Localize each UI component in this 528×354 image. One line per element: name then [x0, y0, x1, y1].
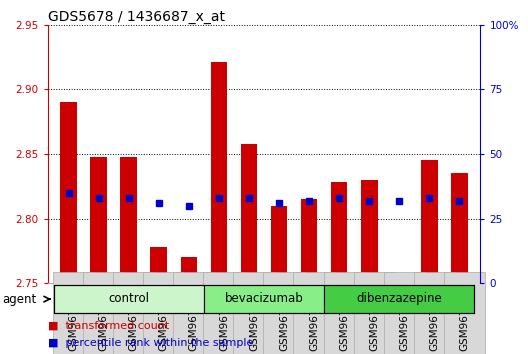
Text: GSM967855: GSM967855 — [159, 287, 169, 351]
Text: dibenzazepine: dibenzazepine — [356, 292, 442, 305]
Bar — [331, 182, 347, 283]
Text: agent: agent — [3, 293, 37, 306]
Bar — [150, 247, 167, 283]
Bar — [181, 257, 197, 283]
Bar — [241, 144, 257, 283]
Bar — [361, 180, 378, 283]
Bar — [120, 156, 137, 283]
Text: GSM967864: GSM967864 — [279, 287, 289, 351]
Bar — [324, 285, 475, 314]
Bar — [421, 160, 438, 283]
Text: ■  transformed count: ■ transformed count — [48, 321, 169, 331]
Bar — [451, 173, 468, 283]
Text: GSM967865: GSM967865 — [309, 287, 319, 351]
Bar — [90, 156, 107, 283]
Text: GSM967854: GSM967854 — [129, 287, 139, 351]
Bar — [271, 206, 287, 283]
Text: bevacizumab: bevacizumab — [224, 292, 304, 305]
Bar — [53, 285, 204, 314]
Text: GSM967859: GSM967859 — [399, 287, 409, 351]
Text: GDS5678 / 1436687_x_at: GDS5678 / 1436687_x_at — [48, 10, 224, 24]
Text: GSM967853: GSM967853 — [99, 287, 109, 351]
Text: GSM967857: GSM967857 — [339, 287, 349, 351]
Text: GSM967863: GSM967863 — [249, 287, 259, 351]
Bar — [211, 62, 227, 283]
Text: GSM967858: GSM967858 — [369, 287, 379, 351]
Text: GSM967852: GSM967852 — [69, 287, 79, 351]
Text: GSM967860: GSM967860 — [429, 287, 439, 350]
Text: GSM967856: GSM967856 — [189, 287, 199, 351]
Text: GSM967862: GSM967862 — [219, 287, 229, 351]
Bar — [204, 285, 324, 314]
Text: control: control — [108, 292, 149, 305]
Bar — [60, 102, 77, 283]
Bar — [301, 199, 317, 283]
Text: GSM967861: GSM967861 — [459, 287, 469, 351]
Text: ■  percentile rank within the sample: ■ percentile rank within the sample — [48, 338, 253, 348]
